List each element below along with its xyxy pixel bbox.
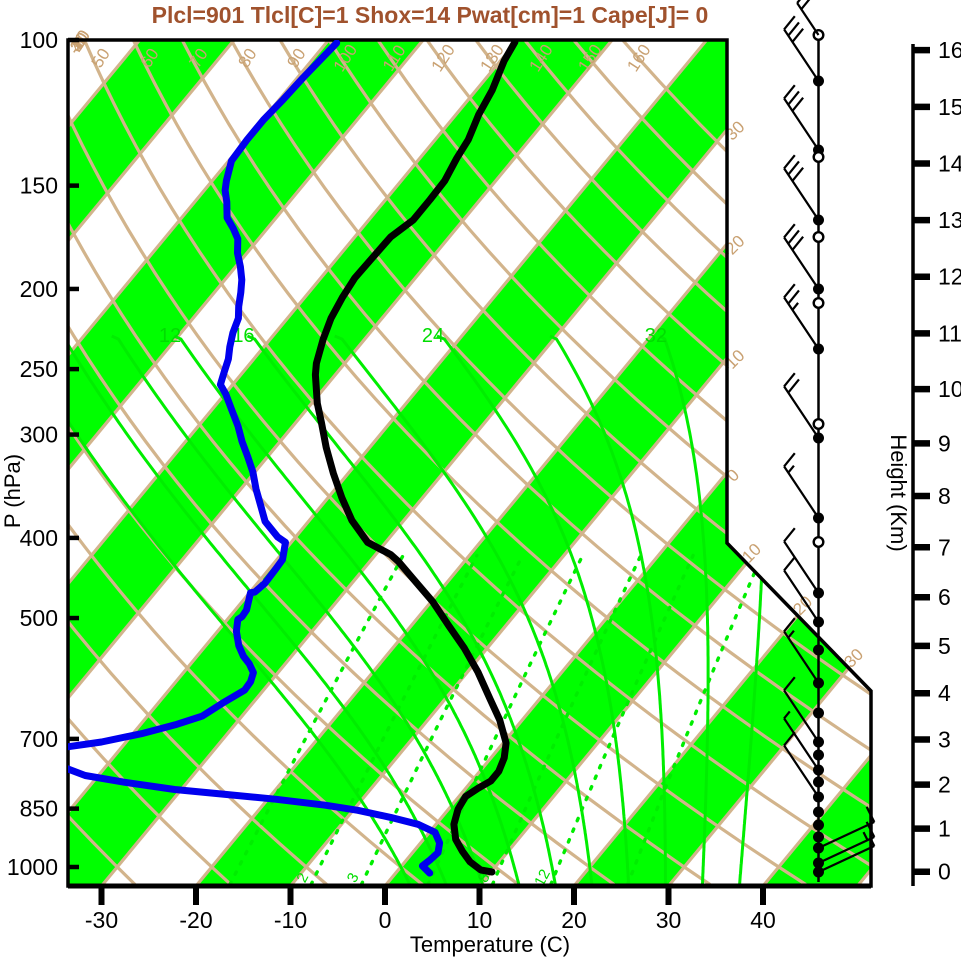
svg-text:850: 850 bbox=[20, 796, 58, 822]
svg-text:16: 16 bbox=[938, 37, 961, 63]
chart-title: Plcl=901 Tlcl[C]=1 Shox=14 Pwat[cm]=1 Ca… bbox=[151, 2, 709, 28]
dewpoint-curve bbox=[68, 40, 444, 877]
svg-text:7: 7 bbox=[938, 534, 951, 560]
svg-text:80: 80 bbox=[234, 45, 260, 71]
pressure-axis: 100 150 200 250 300 400 500 700 850 1000 bbox=[7, 27, 79, 880]
svg-text:0: 0 bbox=[379, 907, 392, 933]
svg-text:1: 1 bbox=[938, 816, 951, 842]
svg-text:100: 100 bbox=[20, 27, 58, 53]
pressure-axis-title: P (hPa) bbox=[0, 453, 25, 529]
svg-text:-30: -30 bbox=[85, 907, 118, 933]
svg-text:40: 40 bbox=[750, 907, 776, 933]
svg-text:14: 14 bbox=[938, 150, 961, 176]
svg-text:20: 20 bbox=[789, 592, 816, 619]
svg-text:11: 11 bbox=[938, 320, 961, 346]
svg-text:3: 3 bbox=[344, 870, 363, 885]
temperature-axis: -30 -20 -10 0 10 20 30 40 bbox=[85, 886, 776, 933]
temperature-axis-title: Temperature (C) bbox=[409, 932, 571, 957]
svg-text:0: 0 bbox=[938, 859, 951, 885]
svg-text:250: 250 bbox=[20, 356, 58, 382]
temperature-curve bbox=[311, 40, 519, 876]
svg-text:300: 300 bbox=[20, 422, 58, 448]
svg-text:9: 9 bbox=[938, 430, 951, 456]
wind-barb-column bbox=[783, 0, 876, 882]
svg-text:20: 20 bbox=[561, 907, 587, 933]
svg-text:12: 12 bbox=[159, 325, 181, 347]
svg-text:24: 24 bbox=[422, 325, 444, 347]
svg-text:5: 5 bbox=[938, 633, 951, 659]
plot-frame bbox=[66, 38, 873, 889]
svg-text:50: 50 bbox=[88, 45, 114, 71]
svg-text:32: 32 bbox=[645, 325, 667, 347]
height-axis-title: Height (Km) bbox=[886, 434, 911, 552]
svg-text:400: 400 bbox=[20, 525, 58, 551]
moist-adiabat-lines bbox=[68, 334, 766, 886]
svg-text:8: 8 bbox=[938, 483, 951, 509]
svg-text:4: 4 bbox=[938, 680, 951, 706]
svg-text:15: 15 bbox=[938, 94, 961, 120]
svg-text:-20: -20 bbox=[179, 907, 212, 933]
svg-text:16: 16 bbox=[232, 325, 254, 347]
svg-text:30: 30 bbox=[656, 907, 682, 933]
svg-text:150: 150 bbox=[20, 173, 58, 199]
svg-text:10: 10 bbox=[938, 376, 961, 402]
svg-text:6: 6 bbox=[938, 584, 951, 610]
svg-text:-10: -10 bbox=[274, 907, 307, 933]
svg-text:10: 10 bbox=[467, 907, 493, 933]
svg-text:13: 13 bbox=[938, 207, 961, 233]
svg-text:1000: 1000 bbox=[7, 854, 58, 880]
svg-text:3: 3 bbox=[938, 726, 951, 752]
svg-text:500: 500 bbox=[20, 605, 58, 631]
svg-text:12: 12 bbox=[938, 264, 961, 290]
svg-text:2: 2 bbox=[938, 772, 951, 798]
svg-text:700: 700 bbox=[20, 726, 58, 752]
svg-text:200: 200 bbox=[20, 276, 58, 302]
